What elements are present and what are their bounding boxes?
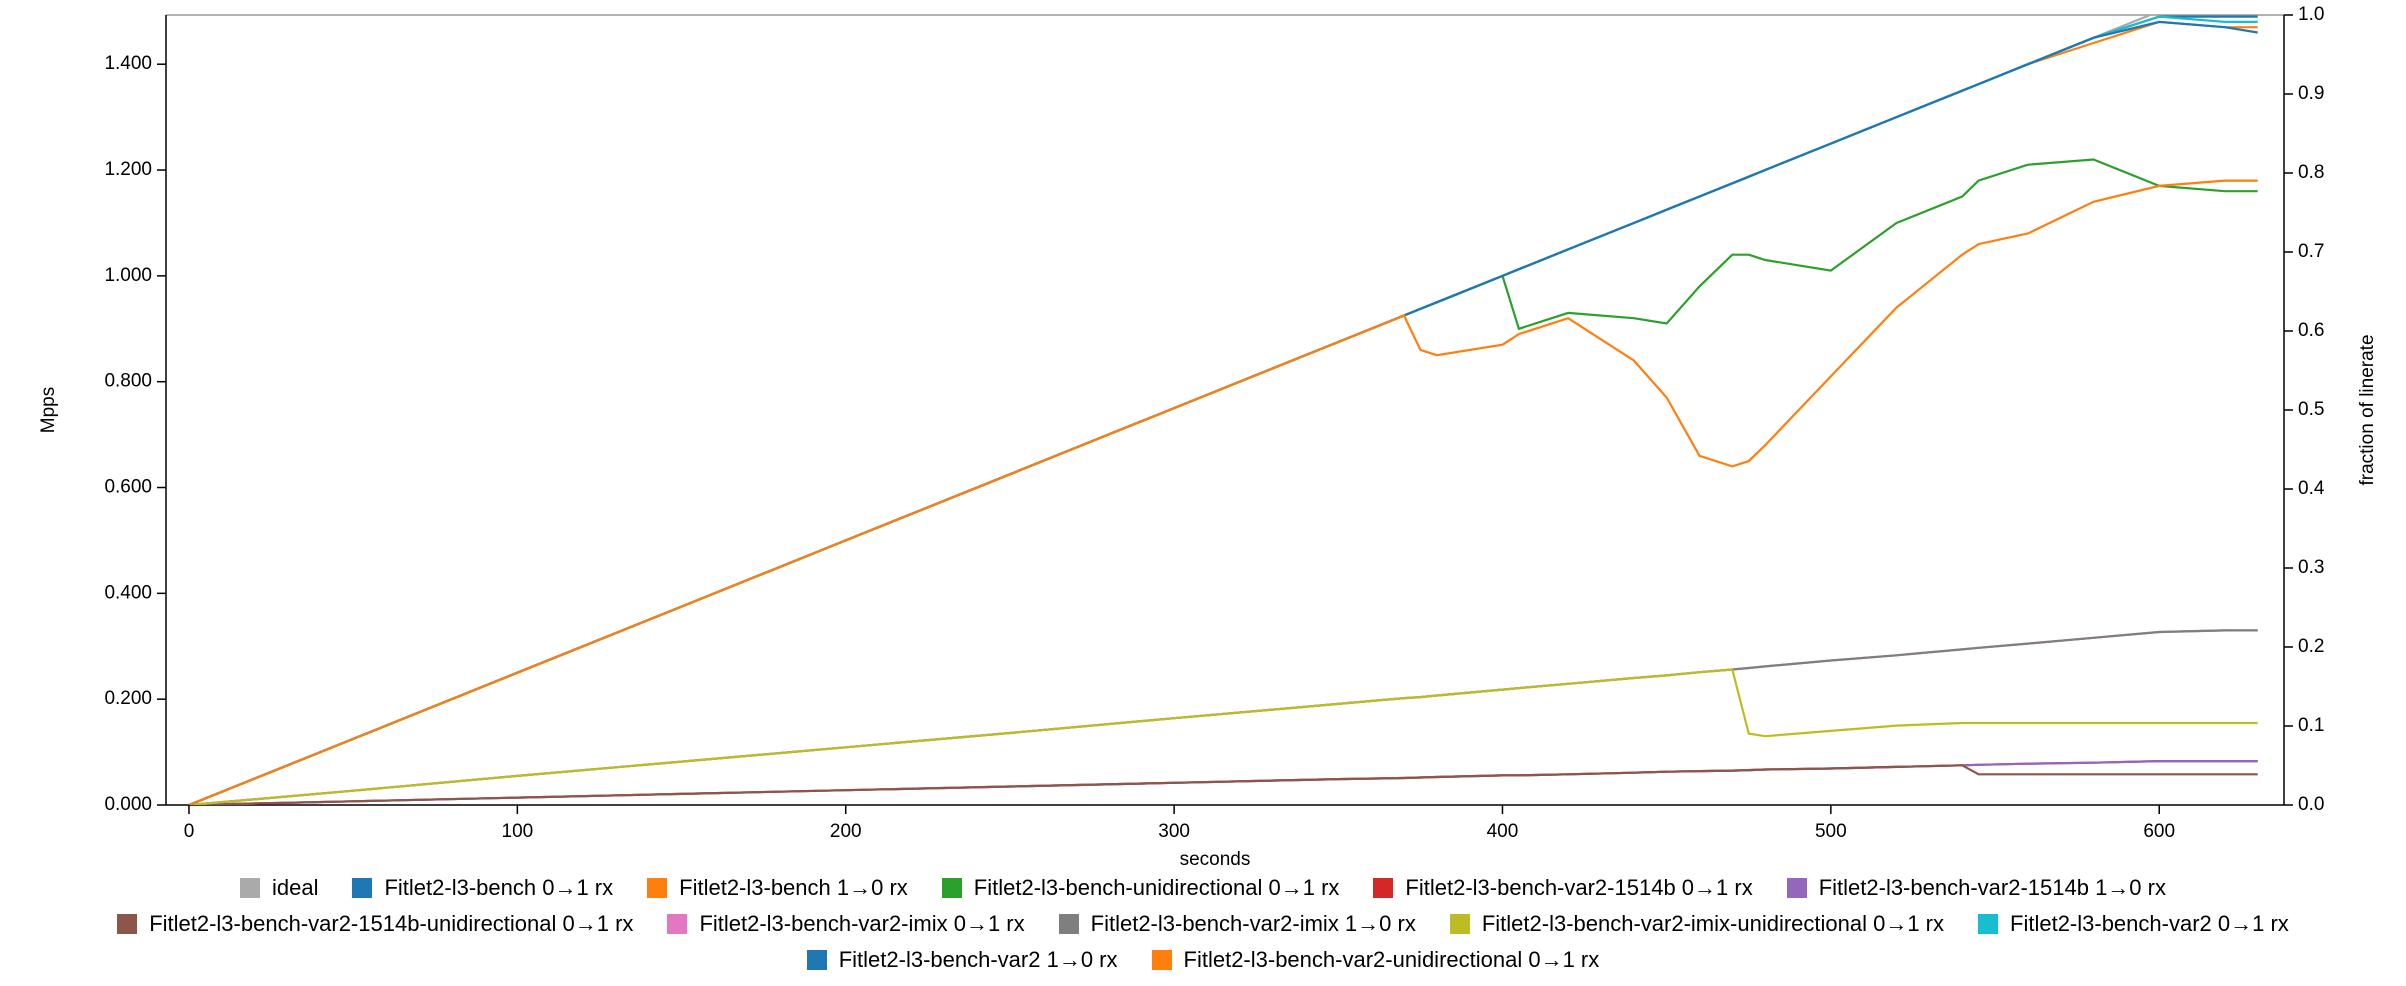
y2-tick-label: 0.7 (2298, 241, 2324, 262)
series-line (188, 15, 2258, 805)
x-tick-label: 100 (502, 821, 534, 842)
legend-label: Fitlet2-l3-bench 0→1 rx (384, 875, 614, 900)
x-axis-label: seconds (1180, 849, 1251, 870)
x-tick-label: 500 (1815, 821, 1847, 842)
legend-swatch (1373, 878, 1394, 898)
series-line (188, 20, 2258, 805)
y-tick-label: 0.200 (104, 688, 152, 709)
y2-tick-label: 0.0 (2298, 794, 2324, 815)
series-line (188, 158, 2258, 805)
y-axis-label: Mpps (38, 387, 59, 433)
series-line (188, 629, 2258, 805)
legend-swatch (1151, 950, 1172, 970)
legend-swatch (352, 878, 373, 898)
legend-label: Fitlet2-l3-bench-var2-1514b 0→1 rx (1405, 875, 1753, 900)
x-tick-label: 0 (184, 821, 195, 842)
legend-swatch (1058, 914, 1079, 934)
y2-tick-label: 0.5 (2298, 399, 2324, 420)
legend-swatch (117, 914, 138, 934)
y-tick-label: 0.000 (104, 794, 152, 815)
y2-tick-label: 0.2 (2298, 636, 2324, 657)
legend-label: Fitlet2-l3-bench-var2-imix 0→1 rx (699, 911, 1025, 936)
legend-label: ideal (272, 875, 319, 900)
legend-label: Fitlet2-l3-bench 1→0 rx (679, 875, 908, 900)
legend-item: Fitlet2-l3-bench 1→0 rx (647, 875, 908, 901)
y-tick-label: 0.400 (104, 582, 152, 603)
x-tick-label: 600 (2143, 821, 2175, 842)
legend-label: Fitlet2-l3-bench-var2-imix-unidirectiona… (1481, 911, 1945, 936)
legend-item: Fitlet2-l3-bench-var2-1514b-unidirection… (117, 911, 633, 937)
series-line (188, 15, 2153, 805)
legend-item: Fitlet2-l3-bench-var2-unidirectional 0→1… (1151, 947, 1600, 973)
legend-label: Fitlet2-l3-bench-var2-1514b 1→0 rx (1818, 875, 2166, 900)
y2-tick-label: 0.4 (2298, 478, 2325, 499)
legend-item: Fitlet2-l3-bench-var2 1→0 rx (806, 947, 1118, 973)
series-line (188, 668, 2258, 805)
legend-item: Fitlet2-l3-bench-var2-1514b 0→1 rx (1373, 875, 1753, 901)
y2-tick-label: 0.3 (2298, 557, 2324, 578)
legend: ideal Fitlet2-l3-bench 0→1 rx Fitlet2-l3-b… (20, 875, 2386, 973)
legend-item: Fitlet2-l3-bench-var2-imix 1→0 rx (1058, 911, 1416, 937)
x-tick-label: 200 (830, 821, 862, 842)
legend-label: Fitlet2-l3-bench-var2-unidirectional 0→1… (1183, 947, 1600, 972)
y-tick-label: 0.800 (104, 371, 152, 392)
x-tick-label: 300 (1158, 821, 1190, 842)
legend-item: Fitlet2-l3-bench-var2 0→1 rx (1978, 911, 2289, 937)
series-line (188, 20, 2258, 805)
legend-item: Fitlet2-l3-bench-unidirectional 0→1 rx (941, 875, 1340, 901)
plot-area (188, 15, 2258, 805)
y2-tick-label: 0.8 (2298, 162, 2324, 183)
legend-label: Fitlet2-l3-bench-unidirectional 0→1 rx (973, 875, 1340, 900)
legend-label: Fitlet2-l3-bench-var2 0→1 rx (2010, 911, 2289, 936)
y2-tick-label: 0.1 (2298, 715, 2324, 736)
series-line (188, 179, 2258, 805)
legend-swatch (1786, 878, 1807, 898)
legend-item: Fitlet2-l3-bench-var2-imix-unidirectiona… (1449, 911, 1945, 937)
y2-tick-label: 0.6 (2298, 320, 2324, 341)
legend-item: Fitlet2-l3-bench 0→1 rx (352, 875, 613, 901)
legend-swatch (806, 950, 827, 970)
y2-tick-label: 0.9 (2298, 83, 2324, 104)
series-line (188, 629, 2258, 805)
legend-label: Fitlet2-l3-bench-var2 1→0 rx (838, 947, 1118, 972)
legend-swatch (240, 878, 260, 898)
y2-tick-label: 1.0 (2298, 4, 2324, 25)
y2-axis-label: fraction of linerate (2357, 334, 2378, 485)
series-line (188, 15, 2258, 805)
legend-swatch (647, 878, 668, 898)
legend-label: Fitlet2-l3-bench-var2-imix 1→0 rx (1090, 911, 1416, 936)
y-tick-label: 1.200 (104, 159, 152, 180)
legend-swatch (667, 914, 688, 934)
y-tick-label: 1.000 (104, 265, 152, 286)
legend-item: Fitlet2-l3-bench-var2-1514b 1→0 rx (1786, 875, 2166, 901)
legend-swatch (1978, 914, 1999, 934)
y-tick-label: 1.400 (104, 53, 152, 74)
legend-label: Fitlet2-l3-bench-var2-1514b-unidirection… (149, 911, 634, 936)
y-tick-label: 0.600 (104, 477, 152, 498)
x-tick-label: 400 (1487, 821, 1519, 842)
series-line (188, 764, 2258, 805)
legend-item: ideal (240, 875, 318, 901)
legend-swatch (941, 878, 962, 898)
legend-swatch (1449, 914, 1470, 934)
legend-item: Fitlet2-l3-bench-var2-imix 0→1 rx (667, 911, 1025, 937)
